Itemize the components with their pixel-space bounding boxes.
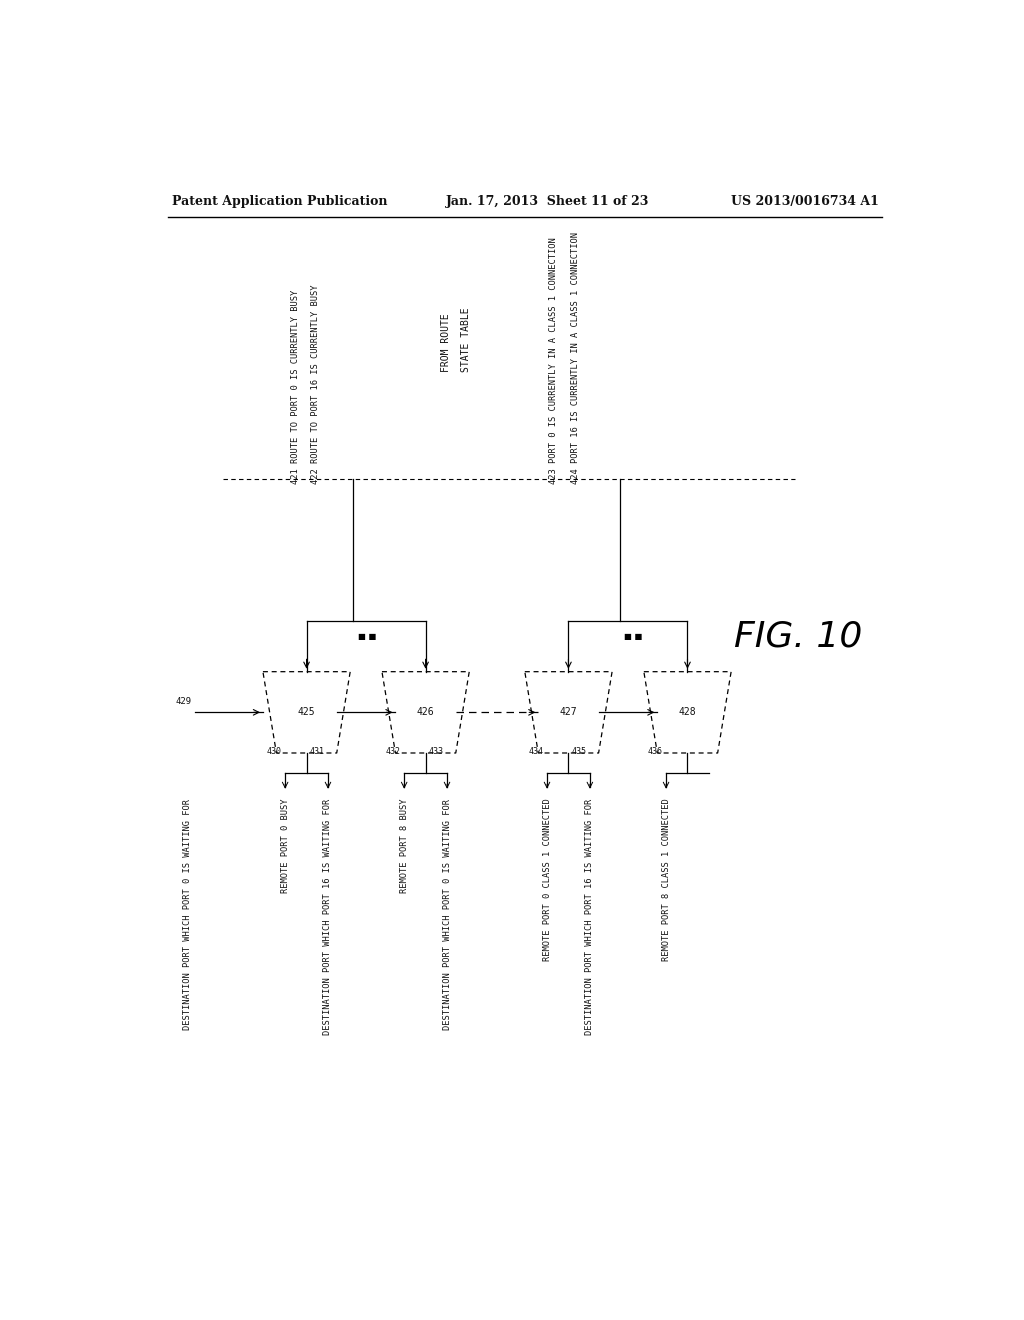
Text: DESTINATION PORT WHICH PORT 16 IS WAITING FOR: DESTINATION PORT WHICH PORT 16 IS WAITIN… <box>586 799 594 1035</box>
Text: US 2013/0016734 A1: US 2013/0016734 A1 <box>731 194 879 207</box>
Text: 433: 433 <box>429 747 443 756</box>
Text: 425: 425 <box>298 708 315 717</box>
Text: Patent Application Publication: Patent Application Publication <box>172 194 387 207</box>
Text: DESTINATION PORT WHICH PORT 16 IS WAITING FOR: DESTINATION PORT WHICH PORT 16 IS WAITIN… <box>324 799 333 1035</box>
Text: REMOTE PORT 8 BUSY: REMOTE PORT 8 BUSY <box>399 799 409 894</box>
Text: REMOTE PORT 0 BUSY: REMOTE PORT 0 BUSY <box>281 799 290 894</box>
Text: 427: 427 <box>560 708 578 717</box>
Text: REMOTE PORT 0 CLASS 1 CONNECTED: REMOTE PORT 0 CLASS 1 CONNECTED <box>543 799 552 961</box>
Text: FROM ROUTE: FROM ROUTE <box>441 313 452 372</box>
Text: ■ ■: ■ ■ <box>358 631 377 640</box>
Text: 424 PORT 16 IS CURRENTLY IN A CLASS 1 CONNECTION: 424 PORT 16 IS CURRENTLY IN A CLASS 1 CO… <box>570 231 580 483</box>
Text: FIG. 10: FIG. 10 <box>734 619 863 653</box>
Text: 430: 430 <box>267 747 282 756</box>
Text: 421 ROUTE TO PORT 0 IS CURRENTLY BUSY: 421 ROUTE TO PORT 0 IS CURRENTLY BUSY <box>291 289 300 483</box>
Text: STATE TABLE: STATE TABLE <box>462 308 471 372</box>
Text: 434: 434 <box>528 747 544 756</box>
Text: ■ ■: ■ ■ <box>625 631 643 640</box>
Text: 423 PORT 0 IS CURRENTLY IN A CLASS 1 CONNECTION: 423 PORT 0 IS CURRENTLY IN A CLASS 1 CON… <box>549 236 558 483</box>
Text: 426: 426 <box>417 708 434 717</box>
Text: REMOTE PORT 8 CLASS 1 CONNECTED: REMOTE PORT 8 CLASS 1 CONNECTED <box>662 799 671 961</box>
Text: 429: 429 <box>175 697 191 706</box>
Text: 432: 432 <box>386 747 401 756</box>
Text: 435: 435 <box>571 747 587 756</box>
Text: 431: 431 <box>310 747 325 756</box>
Text: 422 ROUTE TO PORT 16 IS CURRENTLY BUSY: 422 ROUTE TO PORT 16 IS CURRENTLY BUSY <box>310 284 319 483</box>
Text: Jan. 17, 2013  Sheet 11 of 23: Jan. 17, 2013 Sheet 11 of 23 <box>445 194 649 207</box>
Text: 428: 428 <box>679 708 696 717</box>
Text: DESTINATION PORT WHICH PORT 0 IS WAITING FOR: DESTINATION PORT WHICH PORT 0 IS WAITING… <box>442 799 452 1030</box>
Text: DESTINATION PORT WHICH PORT 0 IS WAITING FOR: DESTINATION PORT WHICH PORT 0 IS WAITING… <box>183 799 193 1030</box>
Text: 436: 436 <box>648 747 663 756</box>
